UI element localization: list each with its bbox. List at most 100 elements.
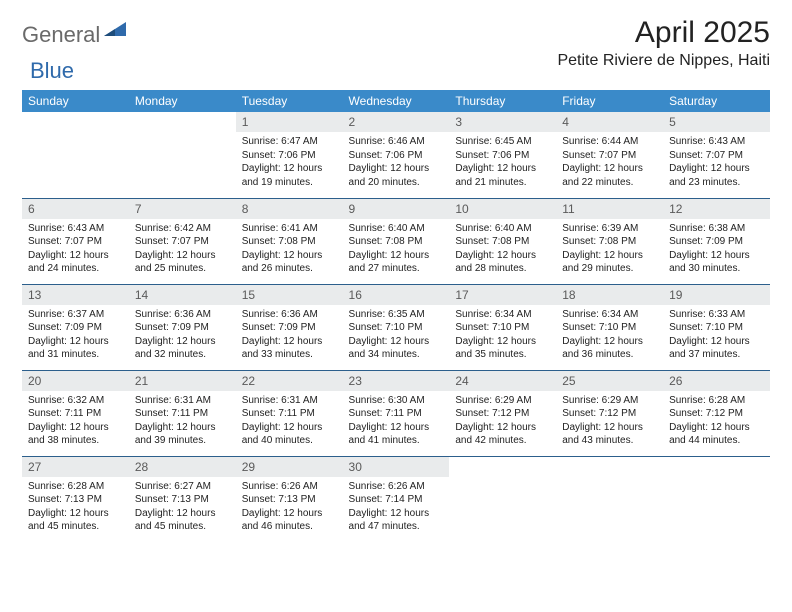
daylight-line: Daylight: 12 hours and 32 minutes. — [135, 335, 230, 362]
page-title: April 2025 — [557, 16, 770, 50]
calendar-cell: 30Sunrise: 6:26 AMSunset: 7:14 PMDayligh… — [343, 456, 450, 542]
day-details: Sunrise: 6:45 AMSunset: 7:06 PMDaylight:… — [449, 132, 556, 193]
day-number: 4 — [556, 112, 663, 132]
day-number: 2 — [343, 112, 450, 132]
daylight-line: Daylight: 12 hours and 20 minutes. — [349, 162, 444, 189]
day-details: Sunrise: 6:46 AMSunset: 7:06 PMDaylight:… — [343, 132, 450, 193]
brand-mark-icon — [104, 22, 126, 45]
sunrise-line: Sunrise: 6:32 AM — [28, 394, 123, 408]
calendar-cell: 23Sunrise: 6:30 AMSunset: 7:11 PMDayligh… — [343, 370, 450, 456]
day-details: Sunrise: 6:36 AMSunset: 7:09 PMDaylight:… — [236, 305, 343, 366]
calendar-cell: 11Sunrise: 6:39 AMSunset: 7:08 PMDayligh… — [556, 198, 663, 284]
sunrise-line: Sunrise: 6:26 AM — [242, 480, 337, 494]
daylight-line: Daylight: 12 hours and 26 minutes. — [242, 249, 337, 276]
calendar-cell: 17Sunrise: 6:34 AMSunset: 7:10 PMDayligh… — [449, 284, 556, 370]
calendar-cell: 7Sunrise: 6:42 AMSunset: 7:07 PMDaylight… — [129, 198, 236, 284]
calendar-cell: 6Sunrise: 6:43 AMSunset: 7:07 PMDaylight… — [22, 198, 129, 284]
sunset-line: Sunset: 7:09 PM — [669, 235, 764, 249]
sunrise-line: Sunrise: 6:29 AM — [562, 394, 657, 408]
sunset-line: Sunset: 7:08 PM — [349, 235, 444, 249]
sunrise-line: Sunrise: 6:43 AM — [669, 135, 764, 149]
calendar-table: SundayMondayTuesdayWednesdayThursdayFrid… — [22, 90, 770, 542]
sunset-line: Sunset: 7:07 PM — [562, 149, 657, 163]
day-number: 7 — [129, 199, 236, 219]
day-details: Sunrise: 6:29 AMSunset: 7:12 PMDaylight:… — [449, 391, 556, 452]
sunset-line: Sunset: 7:10 PM — [669, 321, 764, 335]
brand-logo: General — [22, 16, 128, 48]
daylight-line: Daylight: 12 hours and 33 minutes. — [242, 335, 337, 362]
daylight-line: Daylight: 12 hours and 45 minutes. — [135, 507, 230, 534]
day-number: 9 — [343, 199, 450, 219]
calendar-cell — [663, 456, 770, 542]
sunrise-line: Sunrise: 6:31 AM — [242, 394, 337, 408]
sunrise-line: Sunrise: 6:30 AM — [349, 394, 444, 408]
calendar-cell: 25Sunrise: 6:29 AMSunset: 7:12 PMDayligh… — [556, 370, 663, 456]
day-details: Sunrise: 6:34 AMSunset: 7:10 PMDaylight:… — [556, 305, 663, 366]
daylight-line: Daylight: 12 hours and 22 minutes. — [562, 162, 657, 189]
calendar-cell: 13Sunrise: 6:37 AMSunset: 7:09 PMDayligh… — [22, 284, 129, 370]
daylight-line: Daylight: 12 hours and 25 minutes. — [135, 249, 230, 276]
sunrise-line: Sunrise: 6:42 AM — [135, 222, 230, 236]
sunrise-line: Sunrise: 6:28 AM — [28, 480, 123, 494]
day-details: Sunrise: 6:43 AMSunset: 7:07 PMDaylight:… — [22, 219, 129, 280]
calendar-cell: 27Sunrise: 6:28 AMSunset: 7:13 PMDayligh… — [22, 456, 129, 542]
calendar-cell: 14Sunrise: 6:36 AMSunset: 7:09 PMDayligh… — [129, 284, 236, 370]
day-number: 29 — [236, 457, 343, 477]
brand-part2: Blue — [30, 58, 74, 84]
day-details: Sunrise: 6:33 AMSunset: 7:10 PMDaylight:… — [663, 305, 770, 366]
day-number: 26 — [663, 371, 770, 391]
sunrise-line: Sunrise: 6:36 AM — [242, 308, 337, 322]
sunset-line: Sunset: 7:11 PM — [135, 407, 230, 421]
sunrise-line: Sunrise: 6:39 AM — [562, 222, 657, 236]
sunset-line: Sunset: 7:11 PM — [349, 407, 444, 421]
sunrise-line: Sunrise: 6:43 AM — [28, 222, 123, 236]
sunrise-line: Sunrise: 6:36 AM — [135, 308, 230, 322]
sunset-line: Sunset: 7:11 PM — [242, 407, 337, 421]
sunset-line: Sunset: 7:07 PM — [669, 149, 764, 163]
day-details: Sunrise: 6:27 AMSunset: 7:13 PMDaylight:… — [129, 477, 236, 538]
day-details: Sunrise: 6:38 AMSunset: 7:09 PMDaylight:… — [663, 219, 770, 280]
sunrise-line: Sunrise: 6:38 AM — [669, 222, 764, 236]
day-number: 17 — [449, 285, 556, 305]
weekday-header: Friday — [556, 90, 663, 112]
day-details: Sunrise: 6:26 AMSunset: 7:13 PMDaylight:… — [236, 477, 343, 538]
calendar-cell: 20Sunrise: 6:32 AMSunset: 7:11 PMDayligh… — [22, 370, 129, 456]
day-number: 24 — [449, 371, 556, 391]
day-details: Sunrise: 6:40 AMSunset: 7:08 PMDaylight:… — [449, 219, 556, 280]
calendar-cell: 26Sunrise: 6:28 AMSunset: 7:12 PMDayligh… — [663, 370, 770, 456]
sunset-line: Sunset: 7:12 PM — [669, 407, 764, 421]
daylight-line: Daylight: 12 hours and 31 minutes. — [28, 335, 123, 362]
calendar-cell: 15Sunrise: 6:36 AMSunset: 7:09 PMDayligh… — [236, 284, 343, 370]
sunrise-line: Sunrise: 6:41 AM — [242, 222, 337, 236]
day-details: Sunrise: 6:37 AMSunset: 7:09 PMDaylight:… — [22, 305, 129, 366]
daylight-line: Daylight: 12 hours and 45 minutes. — [28, 507, 123, 534]
title-block: April 2025 Petite Riviere de Nippes, Hai… — [557, 16, 770, 70]
sunset-line: Sunset: 7:14 PM — [349, 493, 444, 507]
day-details: Sunrise: 6:42 AMSunset: 7:07 PMDaylight:… — [129, 219, 236, 280]
daylight-line: Daylight: 12 hours and 36 minutes. — [562, 335, 657, 362]
day-details: Sunrise: 6:28 AMSunset: 7:12 PMDaylight:… — [663, 391, 770, 452]
sunset-line: Sunset: 7:06 PM — [455, 149, 550, 163]
sunset-line: Sunset: 7:10 PM — [562, 321, 657, 335]
daylight-line: Daylight: 12 hours and 23 minutes. — [669, 162, 764, 189]
day-details: Sunrise: 6:26 AMSunset: 7:14 PMDaylight:… — [343, 477, 450, 538]
sunrise-line: Sunrise: 6:45 AM — [455, 135, 550, 149]
calendar-cell: 2Sunrise: 6:46 AMSunset: 7:06 PMDaylight… — [343, 112, 450, 198]
sunset-line: Sunset: 7:13 PM — [242, 493, 337, 507]
sunrise-line: Sunrise: 6:29 AM — [455, 394, 550, 408]
sunset-line: Sunset: 7:10 PM — [349, 321, 444, 335]
calendar-header-row: SundayMondayTuesdayWednesdayThursdayFrid… — [22, 90, 770, 112]
calendar-cell: 28Sunrise: 6:27 AMSunset: 7:13 PMDayligh… — [129, 456, 236, 542]
sunset-line: Sunset: 7:13 PM — [135, 493, 230, 507]
day-number: 18 — [556, 285, 663, 305]
day-number: 3 — [449, 112, 556, 132]
calendar-cell: 5Sunrise: 6:43 AMSunset: 7:07 PMDaylight… — [663, 112, 770, 198]
daylight-line: Daylight: 12 hours and 34 minutes. — [349, 335, 444, 362]
calendar-cell: 29Sunrise: 6:26 AMSunset: 7:13 PMDayligh… — [236, 456, 343, 542]
day-details: Sunrise: 6:39 AMSunset: 7:08 PMDaylight:… — [556, 219, 663, 280]
day-number: 12 — [663, 199, 770, 219]
day-details: Sunrise: 6:35 AMSunset: 7:10 PMDaylight:… — [343, 305, 450, 366]
day-details: Sunrise: 6:41 AMSunset: 7:08 PMDaylight:… — [236, 219, 343, 280]
calendar-cell: 12Sunrise: 6:38 AMSunset: 7:09 PMDayligh… — [663, 198, 770, 284]
calendar-cell: 19Sunrise: 6:33 AMSunset: 7:10 PMDayligh… — [663, 284, 770, 370]
